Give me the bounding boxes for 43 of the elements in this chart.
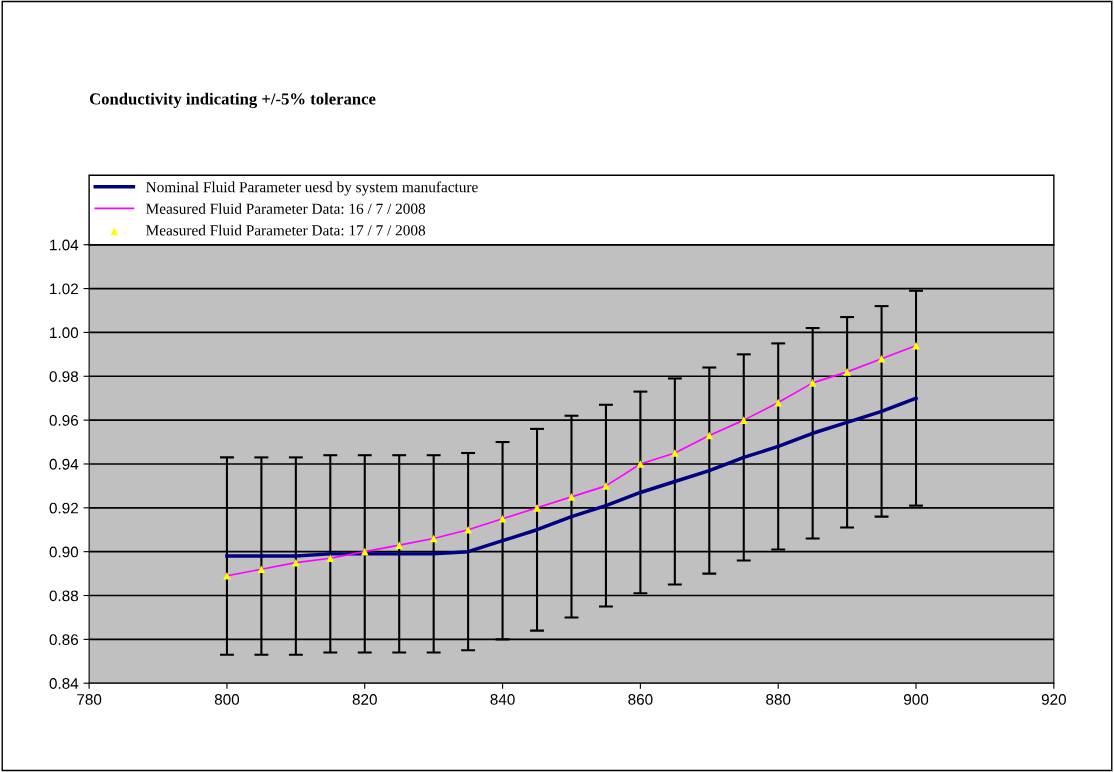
y-tick-label: 1.00 xyxy=(50,327,79,339)
y-tick-label: 0.94 xyxy=(49,458,79,470)
point xyxy=(464,525,472,534)
point xyxy=(877,354,886,363)
point xyxy=(498,514,507,523)
x-tick-label: 800 xyxy=(214,694,240,705)
point xyxy=(395,541,404,549)
legend-label: Measured Fluid Parameter Data: 17 / 7 / 2008 xyxy=(146,224,426,236)
point xyxy=(223,571,231,580)
point xyxy=(292,558,300,567)
x-tick-label: 900 xyxy=(904,694,929,705)
x-tick-label: 860 xyxy=(628,694,653,705)
point xyxy=(533,504,541,512)
point xyxy=(602,482,610,490)
point xyxy=(360,547,369,556)
point xyxy=(739,416,748,424)
chart-title: Conductivity indicating +/-5% tolerance xyxy=(89,92,376,109)
point xyxy=(567,493,576,501)
x-tick-label: 780 xyxy=(77,694,102,705)
x-tick-label: 880 xyxy=(766,694,791,705)
y-tick-label: 0.96 xyxy=(49,414,79,426)
legend-label: Measured Fluid Parameter Data: 16 / 7 / 2008 xyxy=(146,203,426,214)
x-tick-label: 840 xyxy=(490,694,515,705)
x-tick-label: 820 xyxy=(352,694,377,705)
y-tick-label: 0.88 xyxy=(49,590,79,602)
point xyxy=(326,554,335,563)
point xyxy=(843,368,851,376)
y-tick-label: 0.84 xyxy=(49,678,79,689)
y-tick-label: 1.04 xyxy=(50,239,79,251)
y-tick-label: 0.98 xyxy=(49,371,79,382)
y-tick-label: 0.86 xyxy=(49,634,79,646)
y-tick-label: 0.92 xyxy=(49,502,78,514)
y-tick-label: 1.02 xyxy=(50,283,78,295)
point xyxy=(636,460,645,468)
point xyxy=(705,431,714,440)
point xyxy=(257,565,266,574)
x-tick-label: 920 xyxy=(1041,694,1066,705)
point xyxy=(429,534,438,543)
y-tick-label: 0.90 xyxy=(49,546,79,558)
legend-label: Nominal Fluid Parameter uesd by system manufacture xyxy=(146,181,478,196)
point xyxy=(671,449,679,457)
point xyxy=(774,398,783,407)
point xyxy=(808,379,817,387)
